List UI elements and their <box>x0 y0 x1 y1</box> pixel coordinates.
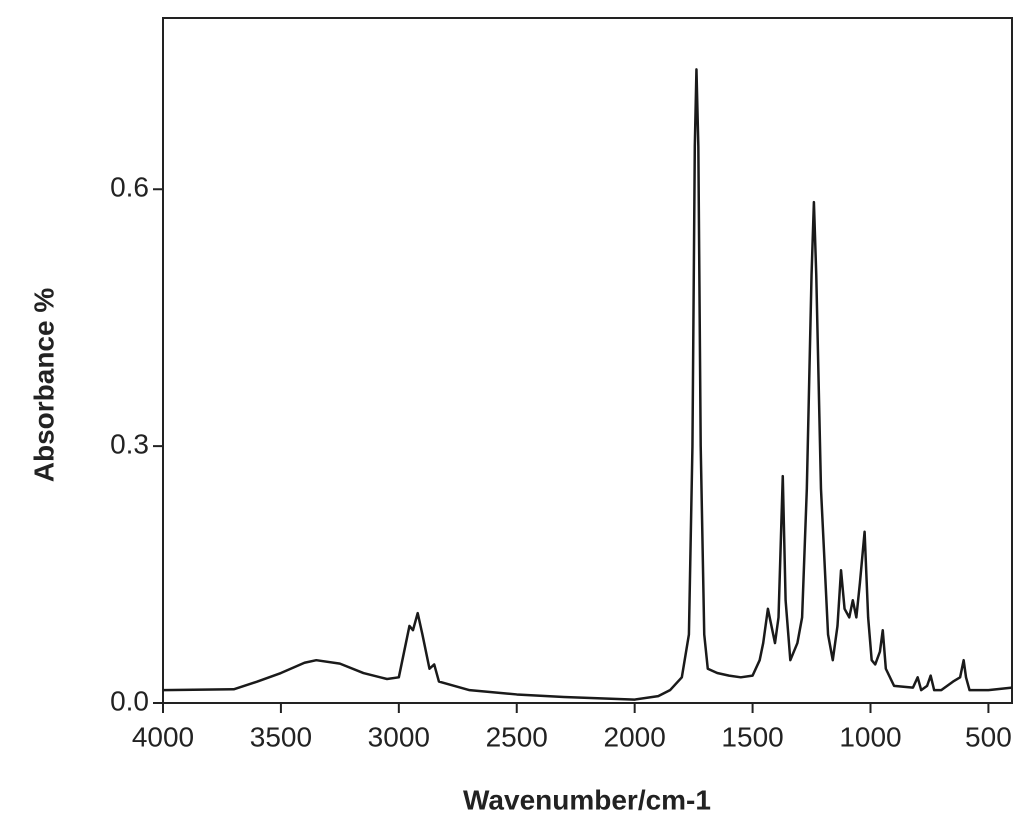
plot-frame <box>162 17 1013 704</box>
x-tick-label: 1500 <box>721 721 783 752</box>
y-tick-label: 0.0 <box>110 685 149 716</box>
x-tick-label: 500 <box>965 721 1012 752</box>
y-tick-label: 0.6 <box>110 172 149 203</box>
x-tick-label: 2000 <box>604 721 666 752</box>
y-tick-label: 0.3 <box>110 429 149 460</box>
spectrum-line <box>162 68 1013 701</box>
x-axis-title: Wavenumber/cm-1 <box>463 784 711 815</box>
x-tick-label: 3500 <box>250 721 312 752</box>
x-tick-label: 2500 <box>486 721 548 752</box>
x-tick-label: 3000 <box>368 721 430 752</box>
y-axis-title: Absorbance % <box>28 288 59 483</box>
x-tick-label: 4000 <box>132 721 194 752</box>
x-tick-label: 1000 <box>839 721 901 752</box>
